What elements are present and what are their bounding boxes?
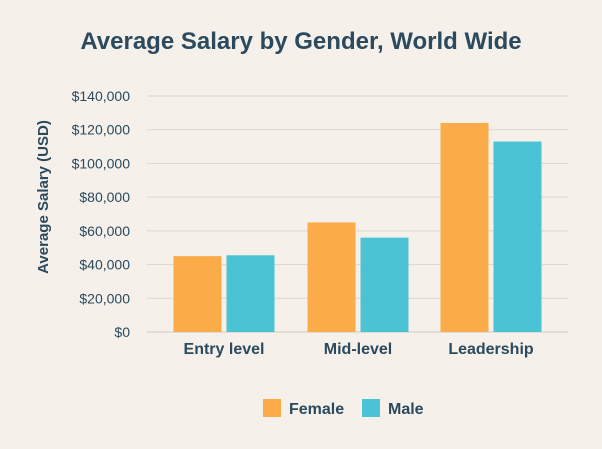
legend-label-male: Male bbox=[388, 401, 424, 418]
y-tick-label: $80,000 bbox=[79, 189, 130, 205]
bar-female-1 bbox=[307, 222, 356, 332]
y-tick-label: $140,000 bbox=[72, 88, 131, 104]
chart-title: Average Salary by Gender, World Wide bbox=[80, 28, 522, 55]
legend-swatch-female bbox=[263, 399, 281, 417]
y-tick-label: $100,000 bbox=[72, 155, 131, 171]
bars bbox=[173, 122, 542, 332]
y-tick-label: $40,000 bbox=[79, 257, 130, 273]
y-tick-label: $0 bbox=[114, 324, 130, 340]
bar-female-2 bbox=[440, 122, 489, 332]
bar-male-2 bbox=[493, 141, 542, 332]
y-axis-label: Average Salary (USD) bbox=[35, 120, 52, 274]
legend-swatch-male bbox=[362, 399, 380, 417]
legend: Female Male bbox=[263, 399, 424, 418]
bar-female-0 bbox=[173, 256, 222, 332]
bar-male-0 bbox=[226, 255, 275, 332]
bar-male-1 bbox=[360, 237, 409, 332]
y-tick-label: $20,000 bbox=[79, 290, 130, 306]
category-label: Mid-level bbox=[324, 341, 392, 358]
y-tick-label: $120,000 bbox=[72, 122, 131, 138]
category-label: Entry level bbox=[184, 341, 265, 358]
y-axis-ticks: $0 $20,000 $40,000 $60,000 $80,000 $100,000 $1… bbox=[72, 88, 131, 340]
legend-label-female: Female bbox=[289, 401, 344, 418]
category-label: Leadership bbox=[448, 341, 534, 358]
category-labels: Entry level Mid-level Leadership bbox=[184, 341, 534, 358]
y-tick-label: $60,000 bbox=[79, 223, 130, 239]
